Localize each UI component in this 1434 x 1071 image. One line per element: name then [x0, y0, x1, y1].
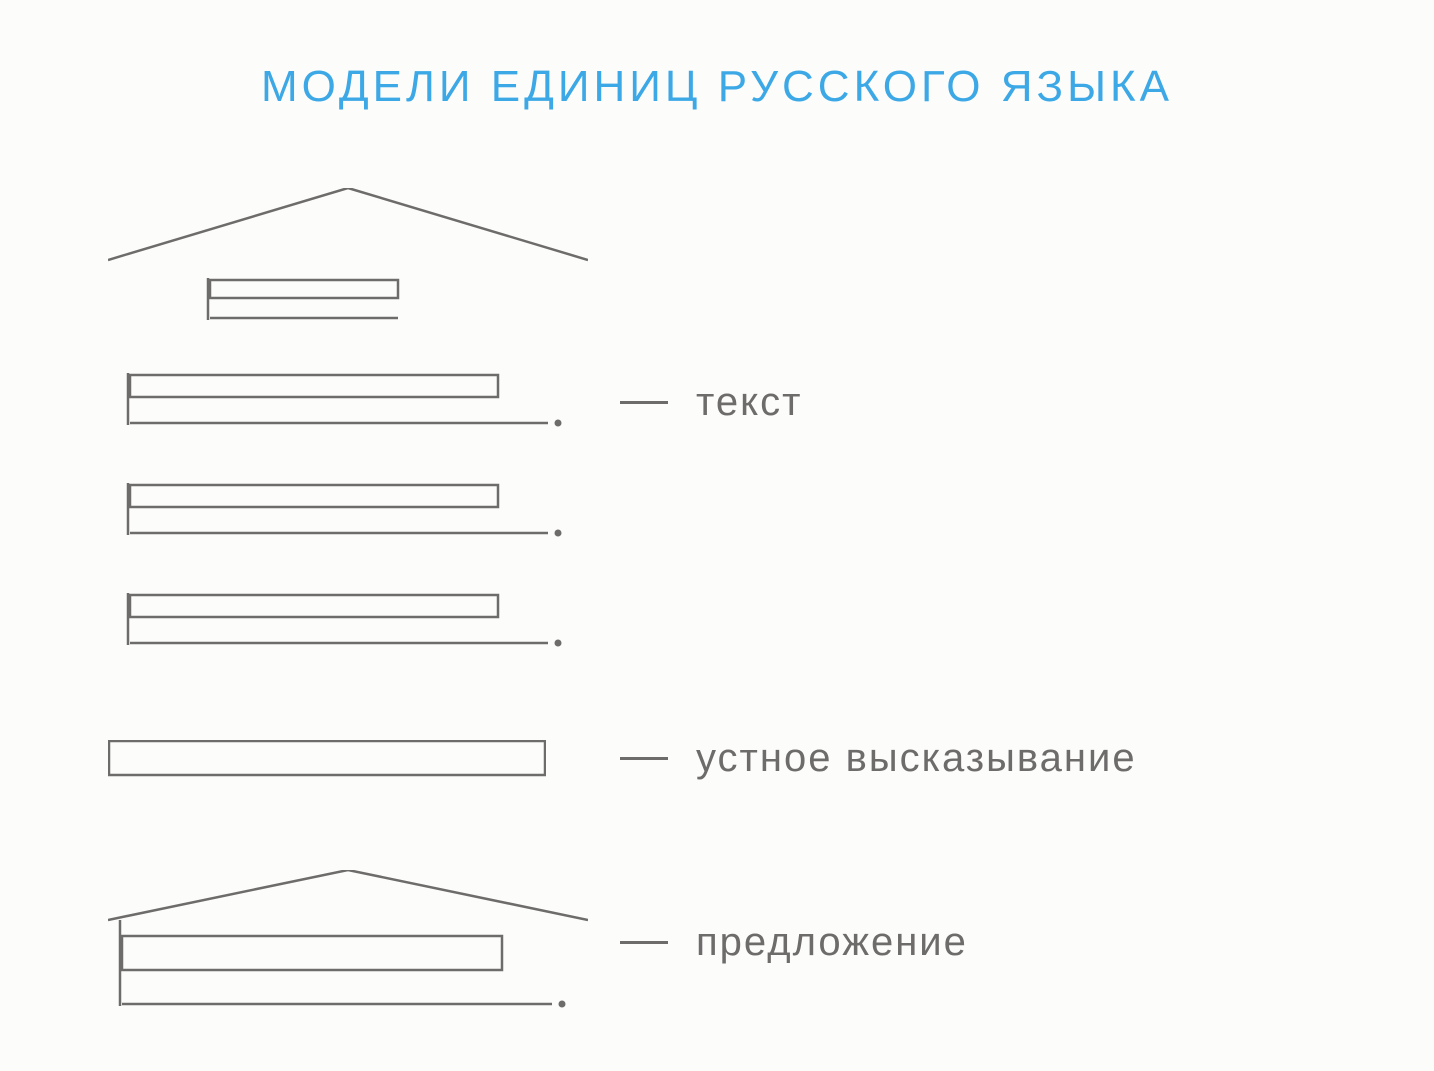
sentence-model-diagram — [108, 870, 588, 1030]
sentence-model-label-row: предложение — [620, 920, 968, 965]
paragraph-block — [128, 373, 562, 427]
text-model-label-row: текст — [620, 380, 802, 425]
roof-icon — [108, 188, 588, 260]
text-model-label: текст — [696, 380, 802, 425]
dash-icon — [620, 941, 668, 944]
paragraph-block — [128, 483, 562, 537]
utterance-model-diagram — [108, 740, 546, 780]
sentence-model-label: предложение — [696, 920, 968, 965]
dash-icon — [620, 757, 668, 760]
dash-icon — [620, 401, 668, 404]
utterance-bar — [109, 741, 545, 775]
title-block — [208, 278, 398, 320]
paragraph-block — [128, 593, 562, 647]
utterance-model-label-row: устное высказывание — [620, 736, 1137, 781]
roof-icon — [108, 870, 588, 920]
page-title: МОДЕЛИ ЕДИНИЦ РУССКОГО ЯЗЫКА — [0, 62, 1434, 112]
sentence-body — [120, 920, 566, 1008]
utterance-model-label: устное высказывание — [696, 736, 1137, 781]
text-model-diagram — [108, 188, 588, 688]
